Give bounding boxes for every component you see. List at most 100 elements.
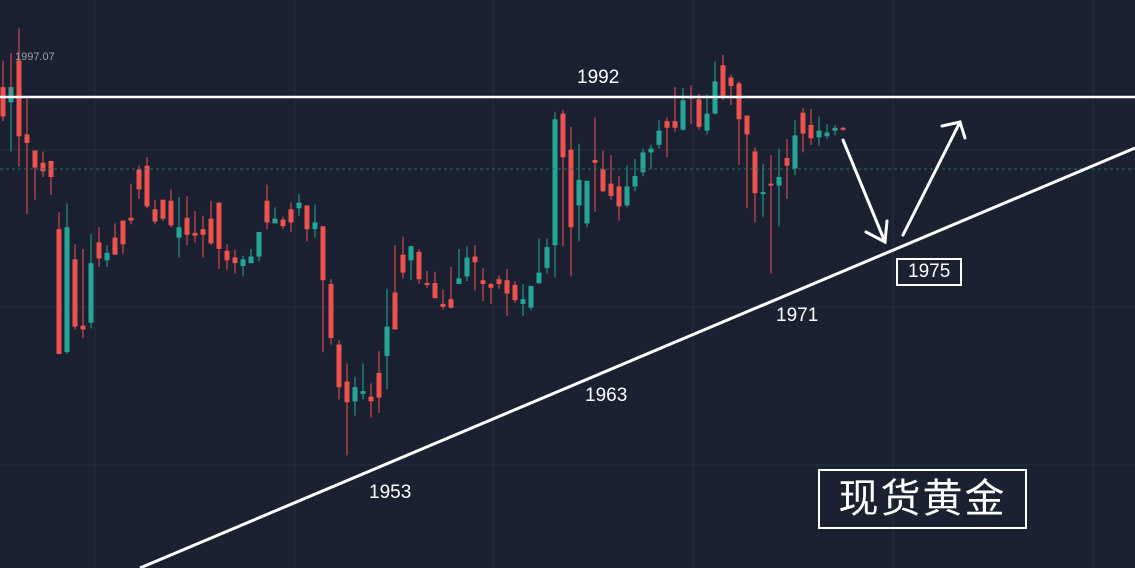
candle: [480, 267, 486, 302]
candle: [512, 281, 518, 303]
candle: [752, 147, 758, 223]
candle: [176, 196, 182, 258]
candle: [432, 271, 438, 299]
candle-body: [344, 381, 350, 403]
candle: [192, 211, 198, 243]
candle: [48, 160, 54, 196]
candle-body: [288, 209, 294, 223]
candle: [392, 245, 398, 330]
candle: [840, 126, 846, 131]
candle: [272, 207, 278, 224]
candle: [552, 111, 558, 278]
candle: [568, 126, 574, 277]
candle-body: [600, 169, 606, 192]
candle: [256, 231, 262, 262]
down-arrow: [841, 138, 889, 245]
candle-body: [360, 390, 366, 394]
candle: [224, 244, 230, 270]
candle-body: [224, 250, 230, 261]
candle-body: [96, 242, 102, 259]
candle-body: [704, 113, 710, 131]
candle: [64, 203, 70, 355]
candle-body: [336, 344, 342, 388]
candle: [704, 94, 710, 135]
candle: [280, 216, 286, 230]
candle: [96, 227, 102, 267]
candle-body: [152, 209, 158, 222]
candle: [640, 148, 646, 177]
candle: [648, 144, 654, 170]
candle-body: [768, 183, 774, 186]
candle: [528, 285, 534, 311]
candle: [560, 109, 566, 247]
candle: [120, 220, 126, 254]
candle-body: [136, 169, 142, 190]
candle: [216, 202, 222, 269]
candle-body: [392, 292, 398, 330]
candle: [720, 54, 726, 101]
candle-body: [312, 222, 318, 230]
candle-body: [416, 251, 422, 280]
chart-title: 现货黄金: [818, 469, 1027, 529]
candle-body: [560, 113, 566, 158]
candle-body: [112, 237, 118, 255]
candle-body: [632, 176, 638, 187]
candle-body: [784, 158, 790, 166]
candle-body: [752, 151, 758, 194]
candle-body: [408, 246, 414, 261]
candle-body: [72, 259, 78, 327]
low-label-1963: 1963: [585, 385, 628, 406]
candle-body: [216, 202, 222, 249]
candle-body: [448, 299, 454, 308]
candle-body: [384, 326, 390, 356]
candle-body: [200, 229, 206, 235]
candle: [416, 248, 422, 284]
candle: [400, 236, 406, 279]
support-trendline: [139, 146, 1135, 568]
candle: [360, 363, 366, 400]
candle-body: [576, 179, 582, 206]
candle-body: [680, 100, 686, 130]
candle: [760, 163, 766, 217]
candle: [376, 351, 382, 413]
candle: [800, 107, 806, 153]
candle-body: [824, 132, 830, 137]
candle-body: [736, 83, 742, 120]
candle-body: [672, 121, 678, 128]
candle-body: [776, 177, 782, 186]
candle-body: [280, 219, 286, 227]
candle: [616, 176, 622, 221]
candle-body: [40, 162, 46, 172]
candle-body: [256, 231, 262, 257]
candle-body: [552, 119, 558, 246]
candle: [384, 288, 390, 390]
candle-body: [664, 121, 670, 128]
candle-body: [592, 159, 598, 163]
candle: [184, 195, 190, 246]
candle: [600, 150, 606, 193]
candle: [208, 200, 214, 246]
candle: [464, 246, 470, 282]
candle: [344, 363, 350, 456]
candle: [368, 383, 374, 418]
candle: [496, 275, 502, 289]
candle-body: [232, 257, 238, 264]
candle: [520, 284, 526, 317]
candle-body: [616, 186, 622, 207]
candle-body: [160, 199, 166, 219]
candle: [424, 270, 430, 288]
candle-body: [816, 130, 822, 138]
low-label-1953: 1953: [369, 482, 412, 503]
candle: [24, 98, 30, 214]
candle: [296, 194, 302, 216]
candle: [808, 108, 814, 145]
candle: [608, 155, 614, 200]
candle: [144, 157, 150, 209]
candle-body: [440, 303, 446, 307]
candle: [200, 215, 206, 258]
candle-body: [528, 285, 534, 308]
candle-body: [464, 257, 470, 277]
candle: [248, 248, 254, 264]
